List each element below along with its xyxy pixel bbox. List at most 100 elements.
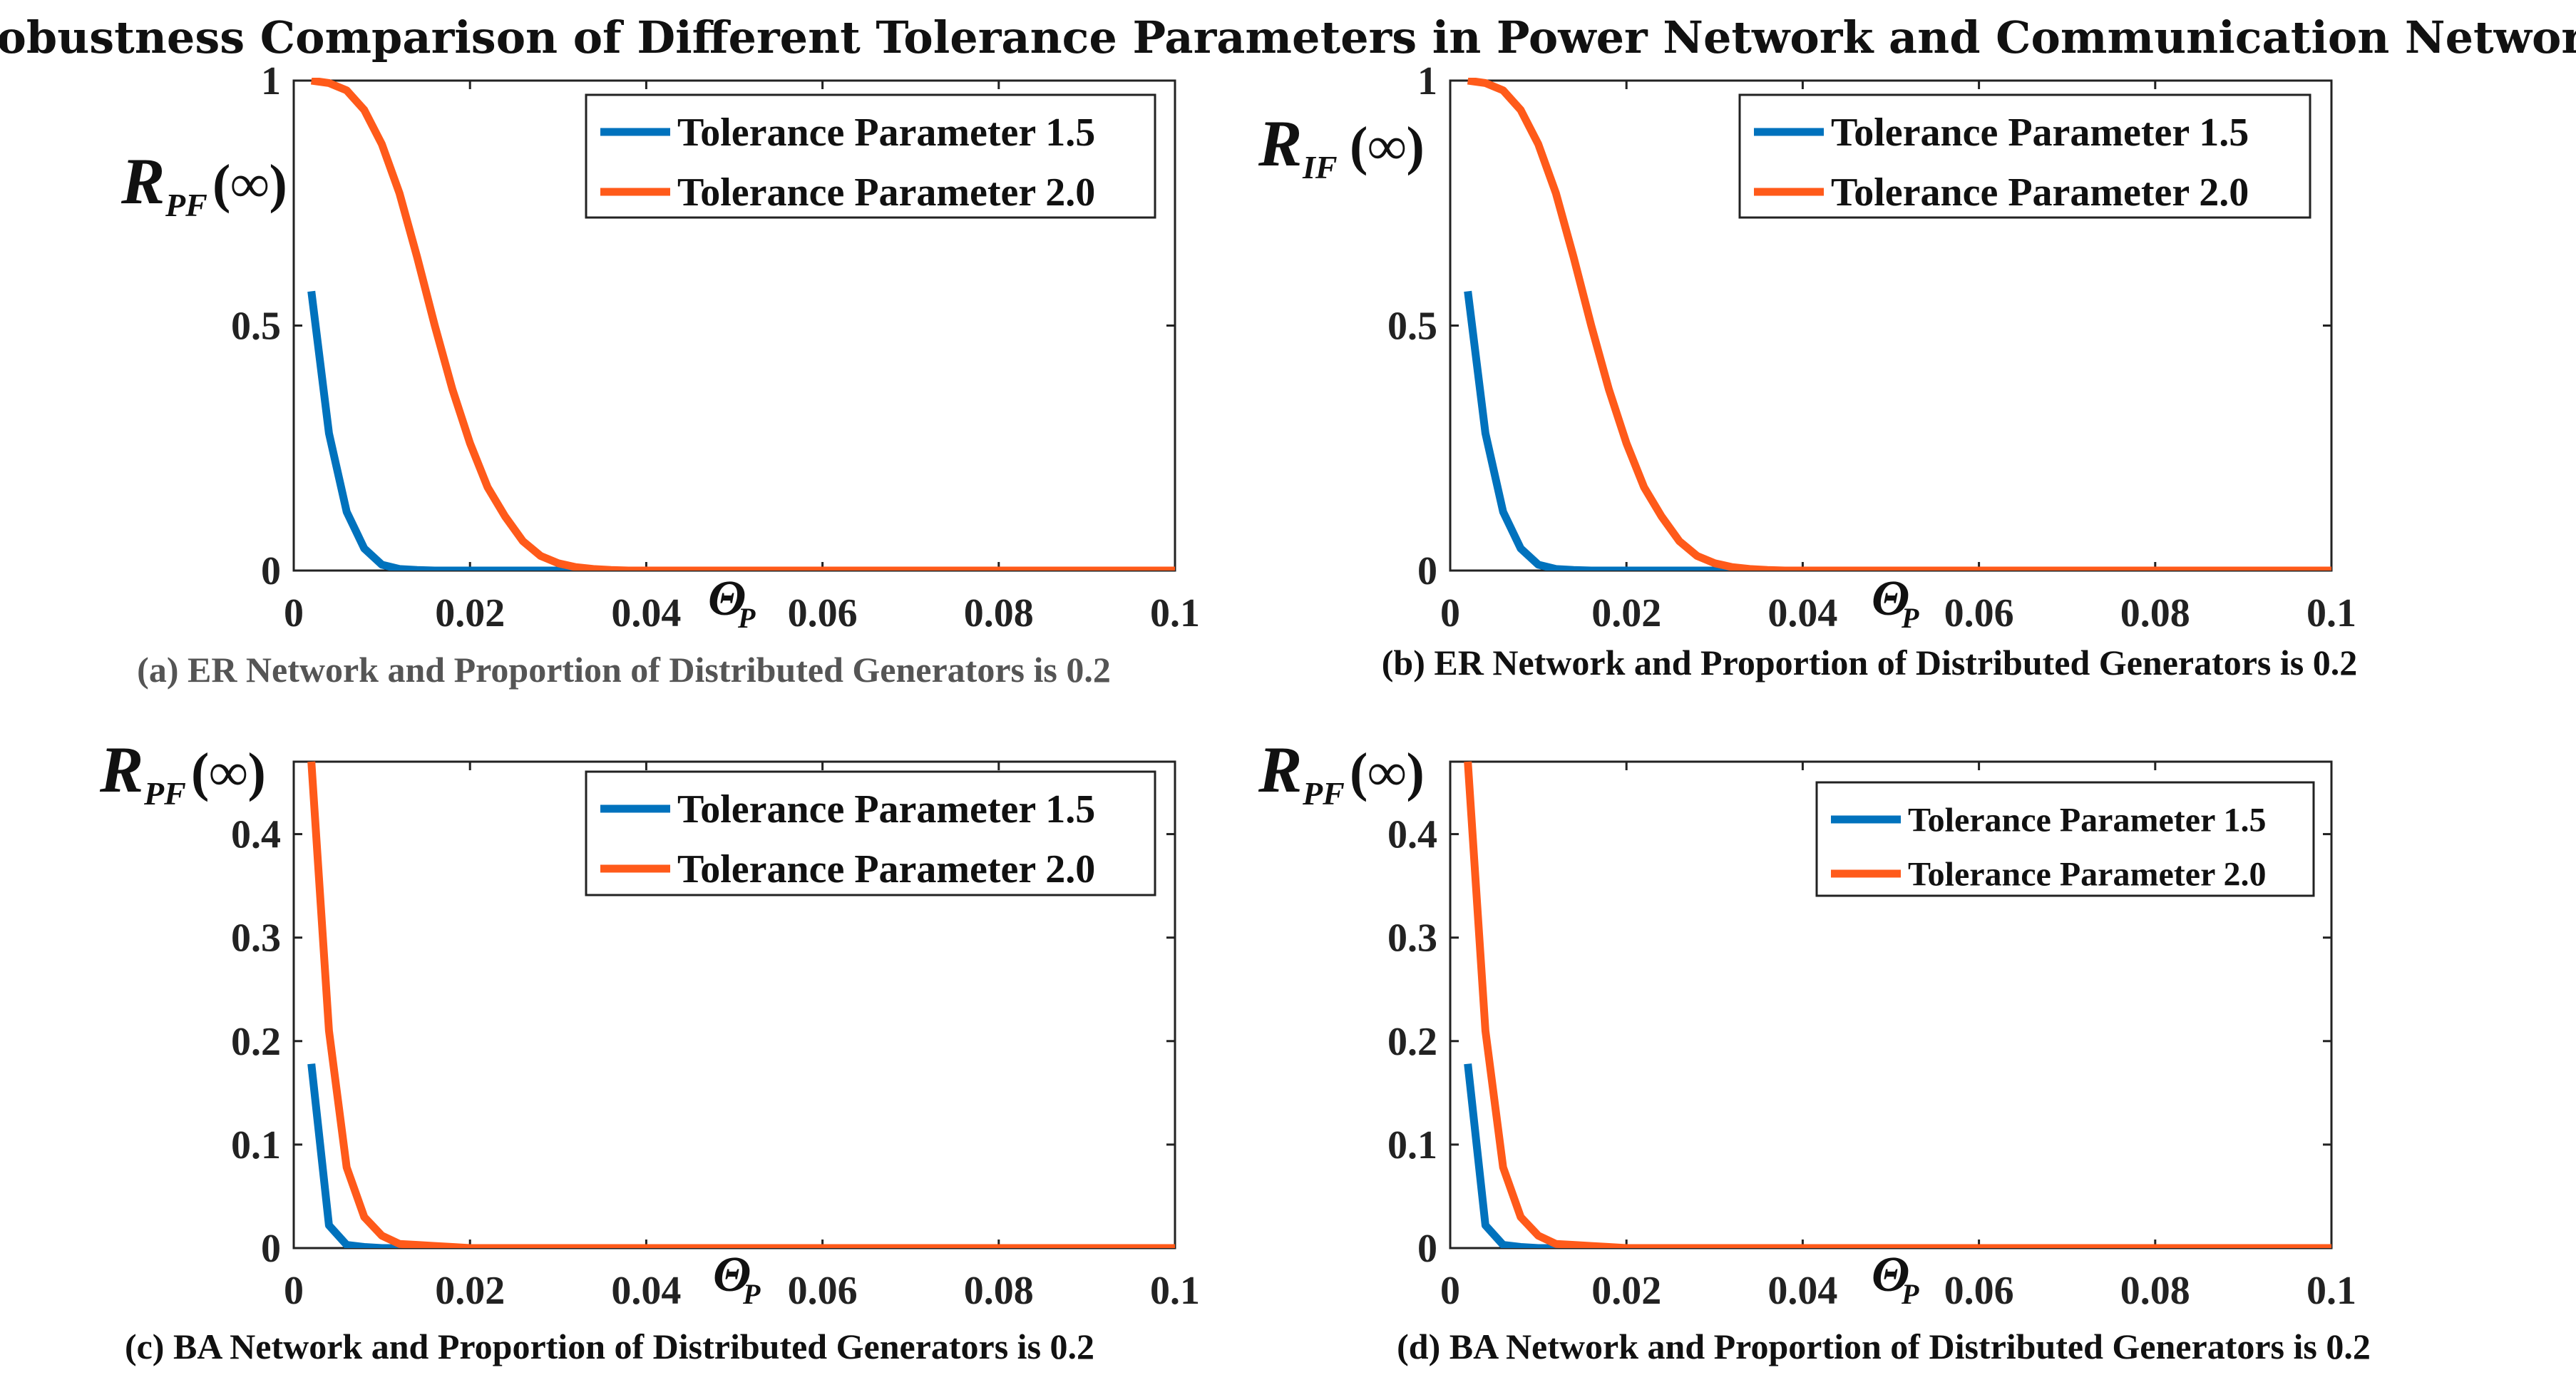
- y-tick-label: 0.5: [231, 305, 281, 349]
- x-tick-label: 0.02: [435, 1269, 505, 1313]
- y-tick-label: 1: [1417, 59, 1437, 103]
- y-label-main: R: [1258, 107, 1302, 180]
- legend-label-1: Tolerance Parameter 1.5: [1831, 111, 2249, 155]
- y-tick-label: 0.1: [1387, 1123, 1437, 1167]
- x-tick-label: 0.1: [1150, 1269, 1200, 1313]
- y-label-tail: (∞): [191, 742, 266, 802]
- x-label-sub: P: [742, 1278, 761, 1310]
- series-line-2: [310, 78, 1175, 571]
- y-axis-label: R PF (∞): [120, 145, 287, 223]
- x-axis-label: ΘP: [1872, 1247, 1919, 1310]
- legend-label-1: Tolerance Parameter 1.5: [677, 787, 1095, 832]
- y-tick-label: 0: [261, 1227, 281, 1271]
- x-tick-label: 0.08: [2120, 1269, 2190, 1313]
- y-axis-label: R IF (∞): [1258, 107, 1425, 185]
- y-tick-label: 0.3: [231, 916, 281, 961]
- x-tick-label: 0.06: [1944, 591, 2014, 635]
- panel-caption: (c) BA Network and Proportion of Distrib…: [125, 1327, 1094, 1366]
- y-tick-label: 0: [261, 549, 281, 593]
- legend-label-2: Tolerance Parameter 2.0: [677, 847, 1095, 891]
- y-label-main: R: [99, 733, 143, 806]
- x-tick-label: 0: [284, 591, 304, 635]
- x-tick-label: 0.02: [1591, 1269, 1661, 1313]
- chart-panel-c: 0 0.02 0.04 0.06 0.08 0.1 0 0.1 0.2 0.3 0.4 Toleran…: [99, 733, 1200, 1366]
- x-tick-label: 0: [1440, 1269, 1460, 1313]
- y-label-sub: PF: [165, 187, 207, 223]
- x-label-main: Θ: [708, 571, 746, 626]
- series-line-1: [1464, 1063, 2331, 1248]
- x-label-sub: P: [737, 602, 756, 634]
- y-label-sub: IF: [1302, 149, 1338, 185]
- series-line-2: [1464, 761, 2331, 1248]
- legend-label-1: Tolerance Parameter 1.5: [1908, 801, 2267, 839]
- x-tick-label: 0.04: [1767, 1269, 1837, 1313]
- y-axis-label: R PF (∞): [99, 733, 266, 812]
- x-tick-label: 0.08: [964, 591, 1034, 635]
- x-tick-label: 0: [1440, 591, 1460, 635]
- y-tick-label: 0.4: [231, 813, 281, 857]
- chart-panel-a: 0 0.02 0.04 0.06 0.08 0.1 0 0.5 1 Tolerance Param…: [120, 59, 1200, 690]
- x-tick-label: 0.1: [2306, 1269, 2356, 1313]
- x-axis-label: ΘP: [708, 571, 756, 634]
- series-line-2: [1467, 78, 2331, 571]
- y-axis-label: R PF (∞): [1258, 733, 1425, 812]
- legend-label-2: Tolerance Parameter 2.0: [677, 170, 1095, 215]
- chart-panels: 0 0.02 0.04 0.06 0.08 0.1 0 0.5 1 Tolerance Param…: [99, 59, 2371, 1366]
- legend-label-1: Tolerance Parameter 1.5: [677, 111, 1095, 155]
- x-label-sub: P: [1901, 602, 1919, 634]
- y-tick-label: 0.4: [1387, 813, 1437, 857]
- x-tick-label: 0.04: [1767, 591, 1837, 635]
- x-label-sub: P: [1901, 1278, 1919, 1310]
- x-axis-label: ΘP: [713, 1247, 761, 1310]
- x-tick-label: 0.06: [788, 591, 858, 635]
- legend-label-2: Tolerance Parameter 2.0: [1908, 855, 2267, 893]
- y-label-sub: PF: [1302, 775, 1345, 812]
- x-tick-label: 0.04: [611, 591, 681, 635]
- x-tick-label: 0.02: [1591, 591, 1661, 635]
- y-tick-label: 0: [1417, 1227, 1437, 1271]
- y-label-tail: (∞): [1350, 742, 1425, 802]
- panel-caption: (b) ER Network and Proportion of Distrib…: [1382, 643, 2357, 683]
- y-tick-label: 0.2: [231, 1020, 281, 1064]
- legend: Tolerance Parameter 1.5 Tolerance Paramet…: [1815, 781, 2315, 897]
- x-tick-label: 0.1: [1150, 591, 1200, 635]
- x-tick-label: 0.08: [2120, 591, 2190, 635]
- y-label-tail: (∞): [212, 154, 287, 214]
- y-tick-label: 0.5: [1387, 305, 1437, 349]
- legend-label-2: Tolerance Parameter 2.0: [1831, 170, 2249, 215]
- series-line-1: [307, 1063, 1175, 1248]
- y-tick-label: 0: [1417, 549, 1437, 593]
- x-tick-label: 0.04: [611, 1269, 681, 1313]
- x-tick-label: 0.02: [435, 591, 505, 635]
- figure-title: Robustness Comparison of Different Toler…: [0, 11, 2576, 63]
- y-tick-label: 1: [261, 59, 281, 103]
- y-label-tail: (∞): [1350, 116, 1425, 176]
- x-tick-label: 0: [284, 1269, 304, 1313]
- legend-box: [585, 93, 1156, 219]
- legend: Tolerance Parameter 1.5 Tolerance Paramet…: [585, 93, 1156, 219]
- x-axis-label: ΘP: [1872, 571, 1919, 634]
- chart-panel-d: 0 0.02 0.04 0.06 0.08 0.1 0 0.1 0.2 0.3 0.4 Toleran…: [1258, 733, 2371, 1366]
- legend-box: [585, 770, 1156, 896]
- y-label-main: R: [1258, 733, 1302, 806]
- y-tick-label: 0.3: [1387, 916, 1437, 961]
- x-tick-label: 0.1: [2306, 591, 2356, 635]
- x-label-main: Θ: [1872, 1247, 1909, 1302]
- series-line-2: [307, 761, 1175, 1248]
- series-line-1: [307, 290, 1175, 571]
- x-tick-label: 0.06: [788, 1269, 858, 1313]
- x-tick-label: 0.06: [1944, 1269, 2014, 1313]
- y-tick-label: 0.1: [231, 1123, 281, 1167]
- y-label-main: R: [120, 145, 165, 218]
- panel-caption: (a) ER Network and Proportion of Distrib…: [137, 650, 1111, 690]
- x-tick-label: 0.08: [964, 1269, 1034, 1313]
- y-tick-label: 0.2: [1387, 1020, 1437, 1064]
- series-line-1: [1464, 290, 2331, 571]
- y-label-sub: PF: [143, 775, 186, 812]
- legend: Tolerance Parameter 1.5 Tolerance Paramet…: [1738, 93, 2311, 219]
- x-label-main: Θ: [713, 1247, 751, 1302]
- x-label-main: Θ: [1872, 571, 1909, 626]
- panel-caption: (d) BA Network and Proportion of Distrib…: [1397, 1327, 2371, 1366]
- chart-panel-b: 0 0.02 0.04 0.06 0.08 0.1 0 0.5 1 Tolerance Param…: [1258, 59, 2357, 683]
